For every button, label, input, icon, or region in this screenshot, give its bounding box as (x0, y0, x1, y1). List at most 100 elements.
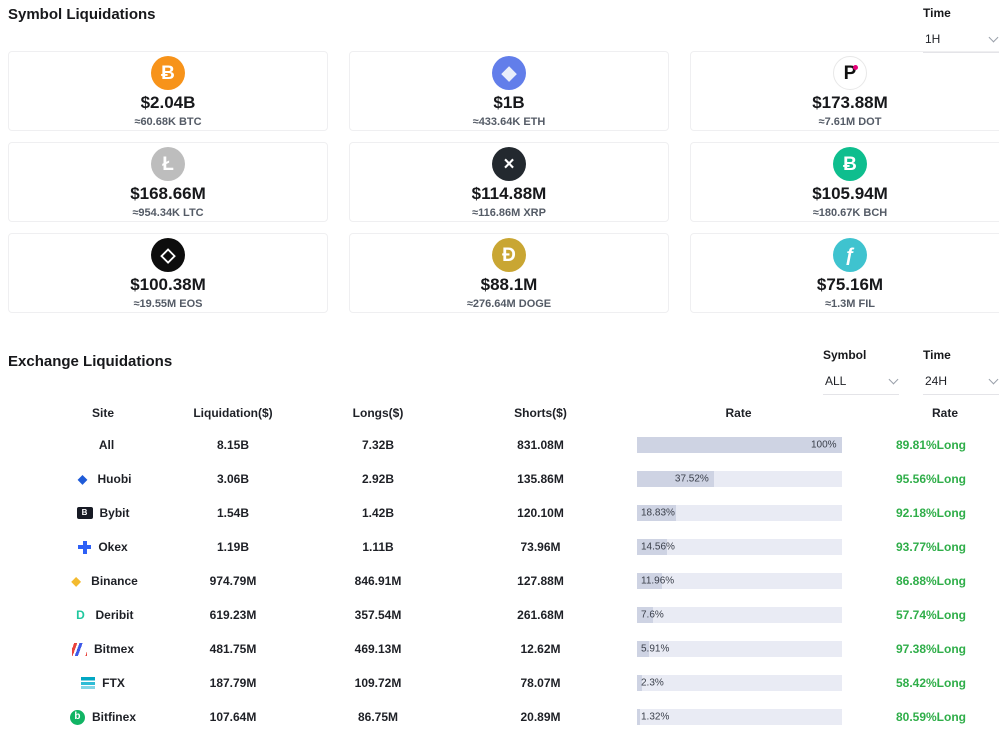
rate-bar-cell: 1.32% (633, 709, 844, 725)
site-cell: b Bitfinex (48, 709, 158, 725)
liquidation-cell: 619.23M (209, 608, 257, 622)
rate-bar-label: 18.83% (641, 507, 675, 519)
header-liquidation: Liquidation($) (193, 406, 273, 420)
rate-bar-cell: 7.6% (633, 607, 844, 623)
liquidation-approx: ≈180.67K BCH (812, 207, 888, 219)
longs-cell: 846.91M (354, 574, 402, 588)
rate-bar-cell: 11.96% (633, 573, 844, 589)
table-row: ◆ Binance 974.79M 846.91M 127.88M 11.96%… (48, 564, 966, 598)
long-rate: 97.38%Long (895, 642, 966, 656)
rate-bar-fill (637, 437, 842, 453)
longs-cell: 357.54M (354, 608, 402, 622)
site-cell: FTX (48, 676, 158, 690)
rate-bar-label: 5.91% (641, 643, 670, 655)
shorts-cell: 78.07M (520, 676, 561, 690)
rate-bar: 14.56% (637, 539, 842, 555)
rate-bar-fill (637, 709, 640, 725)
symbol-filter-select[interactable]: ALL (823, 371, 899, 395)
rate-bar-cell: 18.83% (633, 505, 844, 521)
exchange-filters: Symbol ALL Time 24H (823, 348, 999, 395)
rate-bar: 18.83% (637, 505, 842, 521)
symbol-section-header: Symbol Liquidations Time 1H (0, 0, 999, 53)
site-cell: All (48, 437, 158, 453)
shorts-cell: 20.89M (520, 710, 561, 724)
bitmex-icon (71, 642, 87, 656)
site-cell: ◆ Binance (48, 573, 158, 589)
shorts-cell: 127.88M (517, 574, 564, 588)
rate-bar-fill (637, 471, 714, 487)
eth-icon: ◆ (492, 56, 526, 90)
rate-bar: 2.3% (637, 675, 842, 691)
long-rate: 89.81%Long (895, 438, 966, 452)
exchange-table: Site Liquidation($) Longs($) Shorts($) R… (48, 398, 966, 734)
rate-bar-fill (637, 539, 667, 555)
site-cell: Bitmex (48, 642, 158, 656)
rate-bar-fill (637, 675, 642, 691)
liquidation-cell: 8.15B (216, 438, 250, 452)
symbol-filter-label: Symbol (823, 348, 867, 362)
doge-icon: Ð (492, 238, 526, 272)
rate-bar-label: 2.3% (641, 677, 664, 689)
liquidation-value: $105.94M (812, 184, 888, 203)
chevron-down-icon (988, 32, 999, 43)
longs-cell: 7.32B (361, 438, 395, 452)
time-filter-value: 1H (925, 32, 941, 46)
symbol-card: Ƀ $2.04B ≈60.68K BTC (8, 51, 328, 131)
table-body: All 8.15B 7.32B 831.08M 100% 89.81%Long … (48, 428, 966, 734)
liquidation-cell: 1.19B (216, 540, 250, 554)
longs-cell: 469.13M (354, 642, 402, 656)
long-rate: 57.74%Long (895, 608, 966, 622)
fil-icon: ƒ (833, 238, 867, 272)
liquidation-approx: ≈276.64M DOGE (466, 298, 552, 310)
liquidation-approx: ≈116.86M XRP (472, 207, 546, 219)
site-name: Binance (91, 574, 138, 588)
shorts-cell: 831.08M (517, 438, 564, 452)
site-cell: Okex (48, 540, 158, 554)
table-row: FTX 187.79M 109.72M 78.07M 2.3% 58.42%Lo… (48, 666, 966, 700)
symbol-cards-grid: Ƀ $2.04B ≈60.68K BTC ◆ $1B ≈433.64K ETH … (8, 51, 999, 313)
deribit-icon: D (76, 608, 85, 622)
long-rate: 92.18%Long (895, 506, 966, 520)
symbol-card: × $114.88M ≈116.86M XRP (349, 142, 669, 222)
bch-icon: Ƀ (833, 147, 867, 181)
time-filter-label: Time (923, 6, 951, 20)
rate-bar-label: 7.6% (641, 609, 664, 621)
shorts-cell: 12.62M (520, 642, 561, 656)
eos-icon: ◇ (151, 238, 185, 272)
symbol-card: ◇ $100.38M ≈19.55M EOS (8, 233, 328, 313)
longs-cell: 109.72M (354, 676, 402, 690)
liquidation-cell: 1.54B (216, 506, 250, 520)
table-row: All 8.15B 7.32B 831.08M 100% 89.81%Long (48, 428, 966, 462)
symbol-card: P $173.88M ≈7.61M DOT (690, 51, 999, 131)
exchange-section: Exchange Liquidations Symbol ALL Time 24… (0, 348, 999, 734)
ltc-icon: Ł (151, 147, 185, 181)
xrp-icon: × (492, 147, 526, 181)
site-cell: ◆ Huobi (48, 471, 158, 487)
liquidation-value: $168.66M (130, 184, 206, 203)
liquidation-cell: 3.06B (216, 472, 250, 486)
table-row: b Bitfinex 107.64M 86.75M 20.89M 1.32% 8… (48, 700, 966, 734)
rate-bar-fill (637, 641, 650, 657)
header-site: Site (91, 406, 114, 420)
rate-bar-cell: 5.91% (633, 641, 844, 657)
rate-bar-fill (637, 505, 676, 521)
time-filter-select[interactable]: 1H (923, 29, 999, 53)
shorts-cell: 135.86M (517, 472, 564, 486)
site-cell: D Deribit (48, 607, 158, 623)
shorts-cell: 261.68M (517, 608, 564, 622)
okex-icon (78, 540, 92, 554)
liquidation-approx: ≈19.55M EOS (133, 298, 203, 310)
table-row: B Bybit 1.54B 1.42B 120.10M 18.83% 92.18… (48, 496, 966, 530)
site-name: Bitmex (93, 642, 134, 656)
table-row: Bitmex 481.75M 469.13M 12.62M 5.91% 97.3… (48, 632, 966, 666)
long-rate: 58.42%Long (895, 676, 966, 690)
site-name: All (98, 438, 115, 452)
table-row: D Deribit 619.23M 357.54M 261.68M 7.6% 5… (48, 598, 966, 632)
rate-bar-cell: 14.56% (633, 539, 844, 555)
liquidation-cell: 481.75M (209, 642, 257, 656)
ftx-icon (81, 677, 96, 689)
site-name: Deribit (95, 608, 134, 622)
time-filter-select-exchange[interactable]: 24H (923, 371, 999, 395)
time-filter-top: Time 1H (923, 6, 999, 53)
